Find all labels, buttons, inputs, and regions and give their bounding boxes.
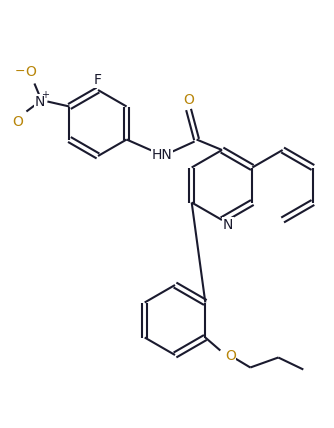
- Text: N: N: [223, 218, 233, 232]
- Text: +: +: [41, 89, 49, 99]
- Text: F: F: [94, 73, 102, 87]
- Text: HN: HN: [151, 148, 172, 161]
- Text: N: N: [34, 95, 45, 109]
- Text: O: O: [183, 92, 194, 107]
- Text: −: −: [15, 65, 26, 78]
- Text: O: O: [225, 348, 236, 363]
- Text: O: O: [12, 115, 23, 128]
- Text: O: O: [25, 65, 36, 78]
